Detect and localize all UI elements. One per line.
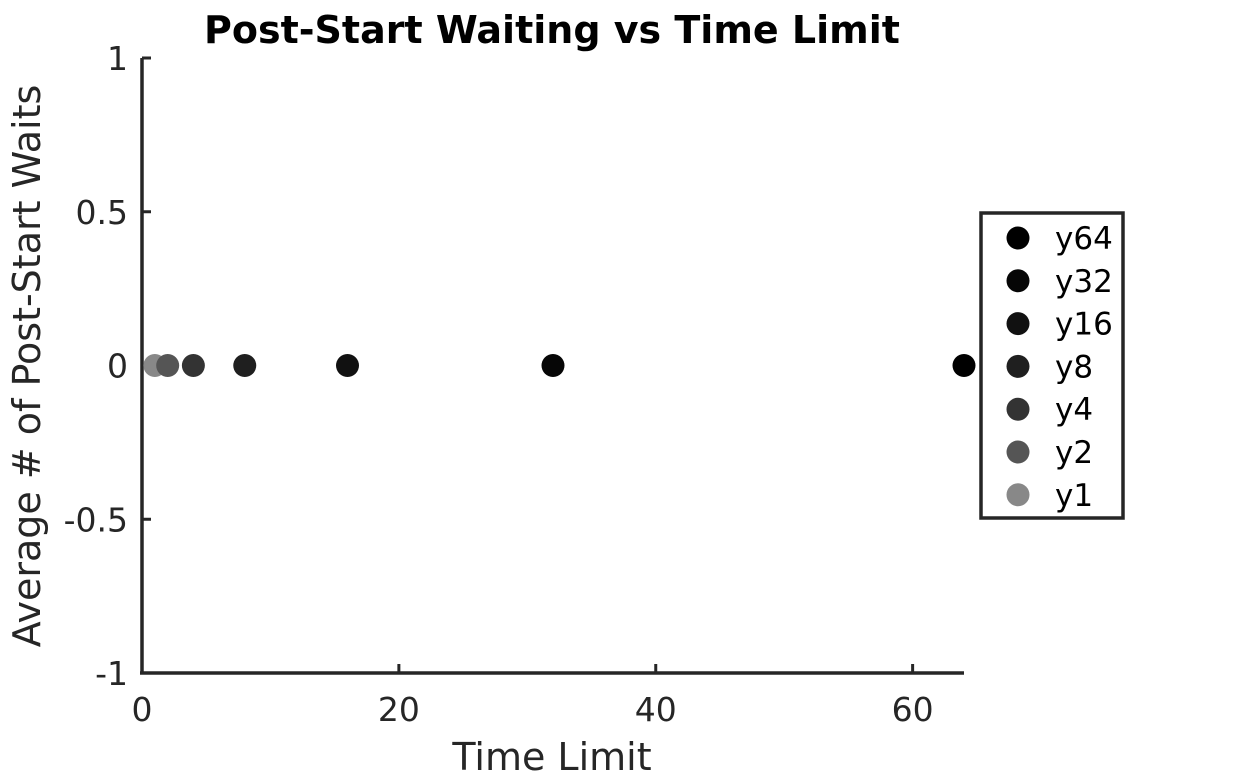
legend-label-y1: y1 bbox=[1055, 478, 1093, 514]
legend-marker-y1 bbox=[1006, 483, 1030, 507]
legend-label-y4: y4 bbox=[1055, 392, 1093, 428]
data-point-y4 bbox=[181, 354, 205, 377]
y-ticks: -1 -0.5 0 0.5 1 bbox=[64, 39, 151, 693]
legend-label-y16: y16 bbox=[1055, 307, 1113, 343]
legend: y64 y32 y16 y8 y4 y2 y1 bbox=[979, 211, 1125, 520]
legend-marker-y64 bbox=[1006, 226, 1030, 250]
legend-marker-y16 bbox=[1006, 312, 1030, 336]
legend-label-y8: y8 bbox=[1055, 349, 1093, 385]
legend-label-y2: y2 bbox=[1055, 435, 1093, 471]
data-points bbox=[143, 354, 976, 377]
y-tick-label: -1 bbox=[95, 654, 128, 693]
x-ticks: 0 20 40 60 bbox=[132, 664, 934, 729]
legend-items: y64 y32 y16 y8 y4 y2 y1 bbox=[1006, 221, 1113, 514]
y-tick-label: 1 bbox=[107, 39, 128, 78]
y-tick-label: 0.5 bbox=[76, 193, 128, 232]
legend-box bbox=[979, 211, 1125, 520]
legend-marker-y8 bbox=[1006, 354, 1030, 378]
legend-marker-y2 bbox=[1006, 440, 1030, 464]
legend-label-y64: y64 bbox=[1055, 221, 1113, 257]
x-tick-label: 60 bbox=[892, 690, 934, 729]
data-point-y2 bbox=[156, 354, 180, 377]
data-point-y16 bbox=[336, 354, 359, 377]
chart-title: Post-Start Waiting vs Time Limit bbox=[204, 8, 900, 52]
x-axis-label: Time Limit bbox=[451, 735, 651, 779]
y-axis-label: Average # of Post-Start Waits bbox=[5, 85, 49, 648]
legend-label-y32: y32 bbox=[1055, 264, 1113, 300]
data-point-y8 bbox=[233, 354, 257, 377]
legend-marker-y4 bbox=[1006, 397, 1030, 421]
x-tick-label: 20 bbox=[378, 690, 420, 729]
y-tick-label: 0 bbox=[107, 347, 128, 386]
data-point-y32 bbox=[541, 354, 565, 377]
y-tick-label: -0.5 bbox=[64, 500, 128, 539]
x-tick-label: 40 bbox=[635, 690, 677, 729]
x-tick-label: 0 bbox=[132, 690, 153, 729]
legend-marker-y32 bbox=[1006, 269, 1030, 293]
data-point-y64 bbox=[952, 354, 976, 377]
